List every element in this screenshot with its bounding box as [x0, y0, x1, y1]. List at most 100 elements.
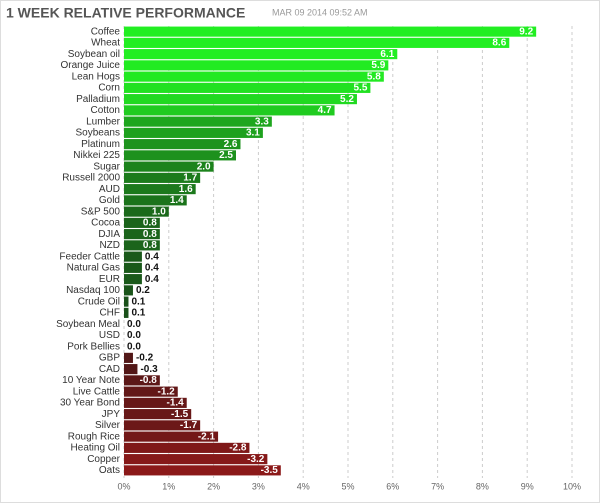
- y-tick-label: CAD: [99, 364, 120, 375]
- y-tick-label: Nasdaq 100: [66, 285, 120, 296]
- x-tick-label: 3%: [252, 481, 265, 491]
- value-label: -3.2: [247, 454, 265, 465]
- x-tick-label: 0%: [117, 481, 130, 491]
- value-label: 0.2: [136, 285, 150, 296]
- y-tick-label: 10 Year Note: [62, 375, 120, 386]
- y-tick-label: Sugar: [93, 161, 120, 172]
- y-tick-label: Silver: [95, 420, 121, 431]
- y-tick-label: Soybean Meal: [56, 319, 120, 330]
- bar: [124, 409, 192, 420]
- y-tick-label: Cocoa: [91, 218, 120, 229]
- y-tick-label: Soybeans: [76, 128, 120, 139]
- bar: [124, 229, 160, 240]
- x-tick-label: 8%: [476, 481, 489, 491]
- value-label: -1.4: [166, 398, 184, 409]
- bar: [124, 127, 263, 138]
- value-label: 0.8: [143, 240, 157, 251]
- value-label: 3.3: [255, 116, 269, 127]
- y-tick-label: Copper: [87, 454, 120, 465]
- bar: [124, 217, 160, 228]
- value-label: 0.1: [131, 308, 145, 319]
- y-tick-label: CHF: [99, 308, 120, 319]
- value-label: 2.5: [219, 150, 233, 161]
- x-tick-label: 10%: [563, 481, 581, 491]
- x-tick-label: 1%: [162, 481, 175, 491]
- bar: [124, 26, 537, 37]
- y-tick-label: Orange Juice: [61, 60, 121, 71]
- y-tick-label: AUD: [99, 184, 120, 195]
- value-label: 0.1: [131, 296, 145, 307]
- value-label: -2.1: [198, 431, 216, 442]
- value-label: 0.0: [127, 319, 141, 330]
- value-label: 0.8: [143, 218, 157, 229]
- bar: [124, 116, 272, 127]
- bar: [124, 161, 214, 172]
- y-tick-label: GBP: [99, 353, 120, 364]
- y-tick-label: Wheat: [91, 38, 120, 49]
- value-label: 5.9: [371, 60, 385, 71]
- value-label: 1.4: [170, 195, 184, 206]
- y-tick-label: Live Cattle: [73, 386, 121, 397]
- x-tick-label: 9%: [521, 481, 534, 491]
- value-label: 8.6: [492, 38, 506, 49]
- value-label: -1.2: [158, 386, 176, 397]
- value-label: 9.2: [519, 26, 533, 37]
- x-tick-label: 2%: [207, 481, 220, 491]
- value-label: 0.8: [143, 229, 157, 240]
- y-tick-label: Platinum: [81, 139, 120, 150]
- x-tick-label: 6%: [386, 481, 399, 491]
- y-tick-label: Palladium: [76, 94, 120, 105]
- y-tick-label: Coffee: [91, 26, 121, 37]
- y-tick-label: Soybean oil: [68, 49, 120, 60]
- value-label: 2.6: [224, 139, 238, 150]
- bar: [124, 454, 268, 465]
- bar: [124, 37, 510, 48]
- value-label: -0.8: [140, 375, 158, 386]
- bar: [124, 307, 129, 318]
- bar: [124, 105, 335, 116]
- bar: [124, 364, 138, 375]
- y-tick-label: Pork Bellies: [67, 341, 120, 352]
- value-label: 6.1: [380, 49, 394, 60]
- y-tick-label: EUR: [99, 274, 120, 285]
- value-label: 4.7: [318, 105, 332, 116]
- bar: [124, 397, 187, 408]
- y-tick-label: Russell 2000: [62, 173, 120, 184]
- bar: [124, 60, 389, 71]
- y-tick-label: Gold: [99, 195, 120, 206]
- bar: [124, 296, 129, 307]
- bar: [124, 285, 133, 296]
- value-label: 0.4: [145, 251, 159, 262]
- value-label: 5.8: [367, 71, 381, 82]
- value-label: 2.0: [197, 161, 211, 172]
- bar: [124, 150, 236, 161]
- x-tick-label: 5%: [341, 481, 354, 491]
- value-label: 1.6: [179, 184, 193, 195]
- chart-title: 1 WEEK RELATIVE PERFORMANCE: [6, 5, 245, 21]
- y-tick-label: Lumber: [86, 116, 121, 127]
- value-label: 0.4: [145, 263, 159, 274]
- y-tick-label: DJIA: [98, 229, 120, 240]
- value-label: 1.7: [183, 173, 197, 184]
- bar: [124, 184, 196, 195]
- y-tick-label: JPY: [102, 409, 121, 420]
- bar: [124, 375, 160, 386]
- value-label: -0.2: [136, 353, 154, 364]
- y-tick-label: Oats: [99, 465, 120, 476]
- bar: [124, 195, 187, 206]
- bar: [124, 240, 160, 251]
- bar: [124, 386, 178, 397]
- value-label: 0.4: [145, 274, 159, 285]
- bar: [124, 431, 219, 442]
- chart-subtitle: MAR 09 2014 09:52 AM: [272, 7, 368, 17]
- value-label: 0.0: [127, 330, 141, 341]
- y-tick-label: S&P 500: [81, 206, 121, 217]
- bar: [124, 251, 142, 262]
- bar: [124, 420, 201, 431]
- bar: [124, 82, 371, 93]
- bar: [124, 49, 398, 60]
- y-tick-label: Nikkei 225: [73, 150, 120, 161]
- bar: [124, 465, 281, 476]
- value-label: 5.5: [353, 83, 367, 94]
